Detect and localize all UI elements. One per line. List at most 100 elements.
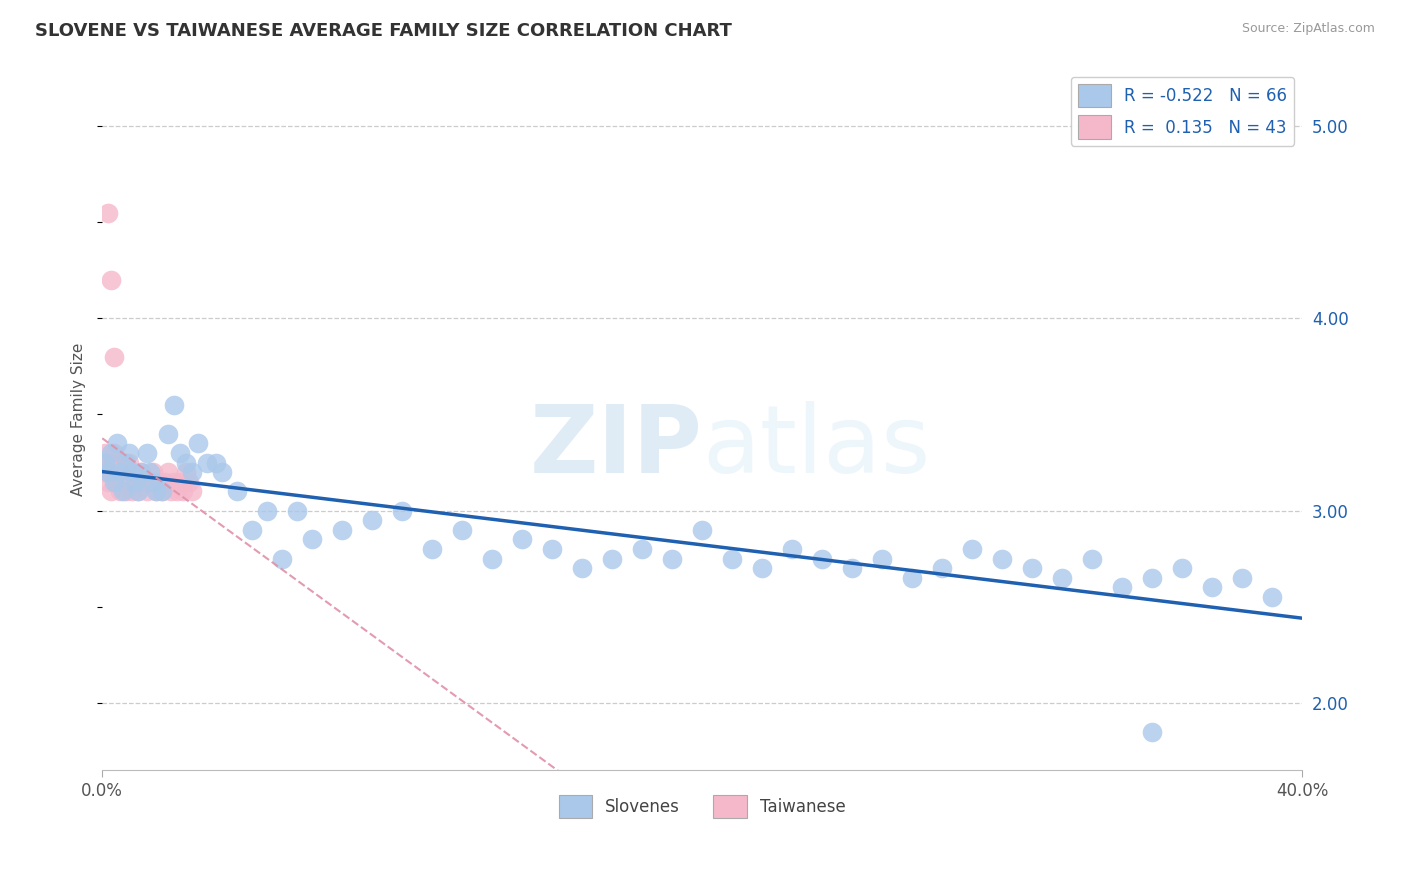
Point bbox=[145, 484, 167, 499]
Point bbox=[118, 475, 141, 489]
Point bbox=[100, 465, 122, 479]
Point bbox=[1021, 561, 1043, 575]
Point bbox=[1201, 581, 1223, 595]
Point bbox=[901, 571, 924, 585]
Point bbox=[391, 503, 413, 517]
Point bbox=[571, 561, 593, 575]
Point bbox=[118, 446, 141, 460]
Point bbox=[181, 465, 204, 479]
Point bbox=[100, 446, 122, 460]
Point bbox=[1142, 724, 1164, 739]
Text: Source: ZipAtlas.com: Source: ZipAtlas.com bbox=[1241, 22, 1375, 36]
Point bbox=[181, 484, 204, 499]
Point bbox=[169, 446, 191, 460]
Point bbox=[100, 273, 122, 287]
Point bbox=[108, 465, 131, 479]
Point bbox=[155, 475, 177, 489]
Point bbox=[97, 475, 120, 489]
Point bbox=[541, 541, 564, 556]
Point bbox=[112, 465, 135, 479]
Point bbox=[105, 465, 128, 479]
Point bbox=[115, 455, 138, 469]
Text: atlas: atlas bbox=[702, 401, 931, 493]
Point bbox=[103, 475, 125, 489]
Point bbox=[780, 541, 803, 556]
Point bbox=[240, 523, 263, 537]
Point bbox=[361, 513, 384, 527]
Point bbox=[127, 484, 149, 499]
Point bbox=[115, 484, 138, 499]
Point bbox=[103, 455, 125, 469]
Point bbox=[172, 484, 194, 499]
Point bbox=[136, 446, 159, 460]
Point bbox=[124, 475, 146, 489]
Point bbox=[600, 551, 623, 566]
Point bbox=[115, 465, 138, 479]
Point bbox=[157, 465, 180, 479]
Point bbox=[160, 484, 183, 499]
Point bbox=[960, 541, 983, 556]
Point bbox=[256, 503, 278, 517]
Point bbox=[112, 475, 135, 489]
Point bbox=[97, 455, 120, 469]
Point bbox=[127, 484, 149, 499]
Point bbox=[991, 551, 1014, 566]
Point bbox=[481, 551, 503, 566]
Point bbox=[301, 533, 323, 547]
Point bbox=[103, 350, 125, 364]
Point bbox=[129, 465, 152, 479]
Point bbox=[1142, 571, 1164, 585]
Point bbox=[166, 484, 188, 499]
Y-axis label: Average Family Size: Average Family Size bbox=[72, 343, 86, 496]
Point bbox=[145, 484, 167, 499]
Point bbox=[136, 484, 159, 499]
Point bbox=[150, 484, 173, 499]
Point bbox=[811, 551, 834, 566]
Point bbox=[211, 465, 233, 479]
Point bbox=[97, 205, 120, 219]
Point bbox=[1050, 571, 1073, 585]
Point bbox=[108, 455, 131, 469]
Point bbox=[105, 436, 128, 450]
Point bbox=[121, 465, 143, 479]
Point bbox=[451, 523, 474, 537]
Point bbox=[97, 465, 120, 479]
Point bbox=[157, 426, 180, 441]
Legend: Slovenes, Taiwanese: Slovenes, Taiwanese bbox=[553, 788, 852, 825]
Point bbox=[121, 465, 143, 479]
Point bbox=[631, 541, 654, 556]
Point bbox=[94, 446, 117, 460]
Point bbox=[163, 398, 186, 412]
Point bbox=[103, 446, 125, 460]
Point bbox=[142, 475, 165, 489]
Point bbox=[142, 465, 165, 479]
Point bbox=[112, 484, 135, 499]
Point bbox=[134, 475, 156, 489]
Point bbox=[139, 465, 162, 479]
Point bbox=[1081, 551, 1104, 566]
Point bbox=[139, 475, 162, 489]
Point bbox=[124, 475, 146, 489]
Point bbox=[174, 465, 197, 479]
Point bbox=[1171, 561, 1194, 575]
Point bbox=[330, 523, 353, 537]
Point bbox=[661, 551, 683, 566]
Point bbox=[690, 523, 713, 537]
Text: ZIP: ZIP bbox=[529, 401, 702, 493]
Point bbox=[169, 475, 191, 489]
Point bbox=[205, 455, 228, 469]
Point bbox=[129, 465, 152, 479]
Point bbox=[150, 484, 173, 499]
Point bbox=[285, 503, 308, 517]
Point bbox=[179, 475, 201, 489]
Point bbox=[870, 551, 893, 566]
Point bbox=[1232, 571, 1254, 585]
Point bbox=[121, 484, 143, 499]
Point bbox=[148, 475, 170, 489]
Point bbox=[187, 436, 209, 450]
Point bbox=[510, 533, 533, 547]
Point bbox=[195, 455, 218, 469]
Point bbox=[174, 455, 197, 469]
Point bbox=[94, 455, 117, 469]
Point bbox=[751, 561, 773, 575]
